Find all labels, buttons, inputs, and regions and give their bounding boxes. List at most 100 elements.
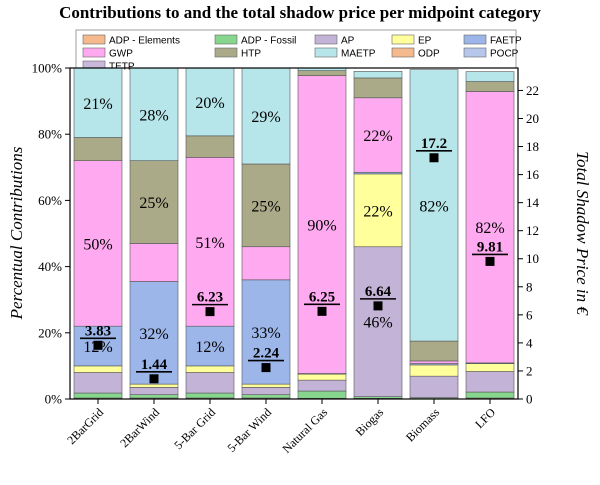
bar-segment-biogas-maetp (353, 71, 403, 79)
legend-label-htp: HTP (241, 49, 261, 60)
legend: ADP - Elements ADP - Fossil AP EP FAETP GWP HT… (75, 29, 522, 73)
price-marker-5-bar-wind (261, 363, 271, 373)
bar-segment-2bargrid-maetp (73, 67, 123, 138)
segment-label-5-bar-grid-maetp: 20% (195, 95, 224, 112)
price-marker-5-bar-grid (205, 307, 215, 317)
bar-segment-2bargrid-gwp (73, 160, 123, 327)
bar-segment-biogas-htp (353, 77, 403, 99)
legend-swatch-htp (214, 47, 238, 58)
segment-label-biomass-maetp: 82% (419, 198, 448, 215)
right-tick-label: 4 (526, 335, 533, 350)
left-axis: 0% 20% 40% 60% 80% 100% (32, 61, 70, 407)
bar-segment-natural-gas-htp (297, 70, 347, 76)
bar-segment-lfo-gwp (465, 91, 515, 364)
bar-segment-2barwind-ap (129, 387, 179, 395)
bar-segment-5-bar-grid-gwp (185, 157, 235, 327)
bar-segment-natural-gas-gwp (297, 75, 347, 374)
segment-label-2barwind-faetp: 32% (139, 326, 168, 343)
bar-segment-5-bar-grid-adp-fossil (185, 392, 235, 399)
segment-label-5-bar-wind-maetp: 29% (251, 109, 280, 126)
bar-segment-biomass-ap (409, 375, 459, 398)
bar-segment-2barwind-ep (129, 383, 179, 388)
bar-segment-2barwind-htp (129, 160, 179, 244)
bar-segment-biomass-htp (409, 340, 459, 362)
segment-label-biogas-ep: 22% (363, 203, 392, 220)
bar-segment-5-bar-wind-ep (241, 383, 291, 388)
price-label-lfo: 9.81 (477, 239, 503, 255)
right-tick-label: 2 (526, 363, 533, 378)
bar-segment-5-bar-wind-adp-fossil (241, 394, 291, 399)
right-tick-label: 0 (526, 392, 533, 407)
right-tick-label: 14 (526, 195, 540, 210)
segment-label-lfo-gwp: 82% (475, 220, 504, 237)
legend-label-pocp: POCP (490, 49, 519, 60)
right-tick-label: 6 (526, 307, 533, 322)
bar-segment-biogas-gwp (353, 97, 403, 173)
legend-swatch-ep (391, 34, 415, 45)
legend-swatch-adp-fossil (214, 34, 238, 45)
category-label-lfo: LFO (472, 405, 498, 431)
bar-segment-biogas-ep (353, 173, 403, 248)
price-marker-natural-gas (317, 306, 327, 316)
segment-label-2barwind-maetp: 28% (139, 107, 168, 124)
left-axis-label: Percentual Contributions (7, 146, 26, 320)
legend-label-tetp: TETP (109, 62, 135, 73)
legend-label-adp-elements: ADP - Elements (109, 36, 180, 47)
legend-label-odp: ODP (418, 49, 440, 60)
right-axis: 0 2 4 6 8 10 12 14 16 18 20 22 (518, 83, 540, 407)
category-label-biogas: Biogas (353, 405, 387, 439)
left-tick-label: 0% (45, 392, 63, 407)
bar-segment-5-bar-grid-htp (185, 135, 235, 158)
bar-segment-lfo-adp-fossil (465, 391, 515, 399)
bar-segment-lfo-ep (465, 363, 515, 372)
bar-segment-lfo-ap (465, 371, 515, 393)
bar-segment-5-bar-wind-gwp (241, 246, 291, 281)
segment-label-5-bar-wind-faetp: 33% (251, 325, 280, 342)
bar-segment-5-bar-grid-ep (185, 365, 235, 373)
right-tick-label: 16 (526, 167, 540, 182)
right-tick-label: 12 (526, 223, 539, 238)
legend-swatch-faetp (463, 34, 487, 45)
price-marker-lfo (485, 256, 495, 266)
price-label-biogas: 6.64 (365, 284, 392, 300)
x-axis: 2BarGrid 2BarWind 5-Bar Grid 5-Bar Wind Natu… (64, 399, 498, 456)
bar-segment-5-bar-wind-ap (241, 387, 291, 395)
total-shadow-price-markers: 3.83 1.44 6.23 2.24 6.25 6.64 17.2 9.81 (80, 136, 508, 384)
bar-segment-2bargrid-adp-fossil (73, 392, 123, 399)
legend-box (75, 29, 517, 69)
bar-segment-lfo-maetp (465, 71, 515, 82)
bar-segment-lfo-htp (465, 81, 515, 92)
bar-segment-2barwind-maetp (129, 67, 179, 161)
right-axis-label: Total Shadow Price in € (573, 151, 592, 316)
price-marker-2bargrid (93, 340, 103, 350)
chart-title: Contributions to and the total shadow pr… (59, 3, 541, 22)
left-tick-label: 60% (38, 193, 62, 208)
bar-segment-5-bar-wind-maetp (241, 67, 291, 165)
bar-segment-natural-gas-ep (297, 373, 347, 381)
segment-label-5-bar-grid-faetp: 12% (195, 339, 224, 356)
bar-segment-2bargrid-ap (73, 372, 123, 394)
bar-segment-2bargrid-htp (73, 137, 123, 161)
price-label-natural-gas: 6.25 (309, 289, 335, 305)
legend-swatch-gwp (82, 47, 106, 58)
right-tick-label: 8 (526, 279, 533, 294)
bar-segment-5-bar-grid-ap (185, 372, 235, 394)
legend-label-gwp: GWP (109, 49, 133, 60)
category-label-natural-gas: Natural Gas (279, 405, 330, 456)
legend-label-adp-fossil: ADP - Fossil (241, 36, 296, 47)
price-label-biomass: 17.2 (421, 136, 447, 152)
right-tick-label: 10 (526, 251, 539, 266)
bar-segment-biogas-ap (353, 246, 403, 397)
price-marker-2barwind (149, 374, 159, 384)
price-marker-biomass (429, 153, 439, 163)
segment-label-5-bar-grid-gwp: 51% (195, 235, 224, 252)
segment-label-biogas-ap: 46% (363, 315, 392, 332)
segment-label-2bargrid-gwp: 50% (83, 236, 112, 253)
bar-segment-2barwind-gwp (129, 243, 179, 282)
segment-label-5-bar-wind-htp: 25% (251, 198, 280, 215)
price-label-2bargrid: 3.83 (85, 323, 111, 339)
segment-label-biogas-gwp: 22% (363, 128, 392, 145)
category-label-biomass: Biomass (403, 405, 442, 444)
legend-swatch-adp-elements (82, 34, 106, 45)
